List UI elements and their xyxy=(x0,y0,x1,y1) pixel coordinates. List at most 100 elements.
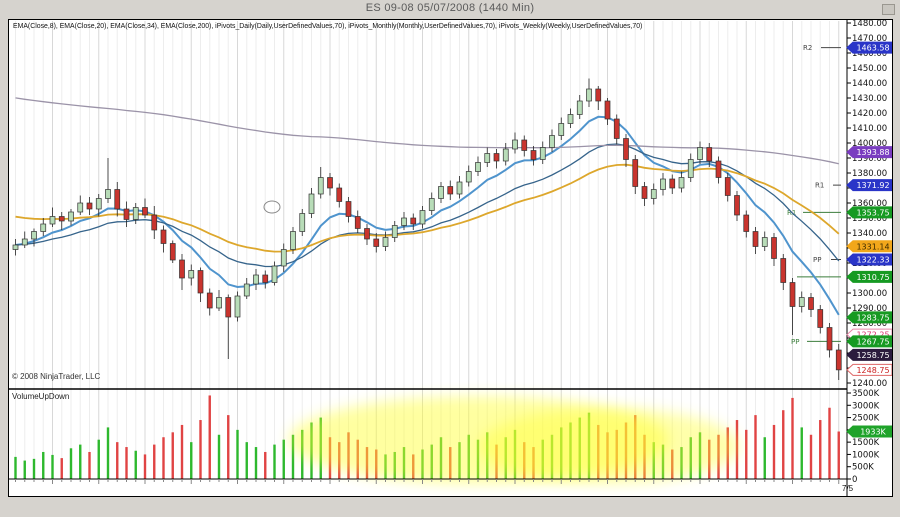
volume-bar xyxy=(264,451,267,479)
candle xyxy=(817,309,824,328)
candle xyxy=(225,297,232,318)
svg-text:1450.00: 1450.00 xyxy=(852,64,887,74)
candle xyxy=(391,225,398,238)
candle xyxy=(456,181,463,195)
candle xyxy=(132,207,139,220)
candle xyxy=(660,178,666,190)
price-badge: 1393.88 xyxy=(846,146,892,159)
volume-bar xyxy=(254,447,258,479)
candle xyxy=(216,297,222,309)
volume-badge: 1933K xyxy=(846,425,892,438)
volume-bar xyxy=(42,451,45,479)
candle xyxy=(715,160,722,178)
price-badge: 1322.33 xyxy=(846,253,892,266)
svg-text:1322.33: 1322.33 xyxy=(856,256,889,265)
candle xyxy=(401,217,407,226)
chart-frame: R2R1R1PPPP1480.001470.001460.001450.0014… xyxy=(8,19,893,497)
candle xyxy=(706,147,713,162)
window-control-icon[interactable] xyxy=(882,4,895,15)
candle xyxy=(724,177,731,196)
svg-text:1463.58: 1463.58 xyxy=(856,44,889,53)
svg-text:3000K: 3000K xyxy=(852,401,880,411)
volume-bar xyxy=(791,397,794,479)
candle xyxy=(151,214,158,231)
candle xyxy=(49,216,56,225)
volume-bar xyxy=(143,454,147,479)
volume-bar xyxy=(88,451,91,479)
candle xyxy=(687,159,694,178)
pivot-label-r2: R2 xyxy=(803,44,812,52)
volume-bar xyxy=(227,415,230,479)
candle xyxy=(271,265,278,283)
volume-bar xyxy=(23,460,26,479)
volume-bar xyxy=(171,432,174,479)
candle xyxy=(428,198,435,211)
svg-text:1000K: 1000K xyxy=(852,450,880,460)
svg-text:1353.75: 1353.75 xyxy=(856,208,889,217)
candle xyxy=(613,118,620,139)
candle xyxy=(512,139,518,150)
candle xyxy=(86,202,93,210)
svg-text:1400.00: 1400.00 xyxy=(852,139,887,149)
volume-bar xyxy=(291,434,295,479)
candle xyxy=(475,162,481,172)
candle xyxy=(142,207,148,216)
price-badge: 1371.92 xyxy=(846,179,892,192)
candle xyxy=(345,201,352,217)
svg-text:0: 0 xyxy=(852,475,857,485)
price-badge: 1331.14 xyxy=(846,240,892,253)
chart-canvas[interactable]: R2R1R1PPPP1480.001470.001460.001450.0014… xyxy=(9,20,892,496)
volume-bar xyxy=(162,437,165,479)
volume-bar xyxy=(116,442,119,479)
window-title: ES 09-08 05/07/2008 (1440 Min) xyxy=(365,2,535,14)
volume-bar xyxy=(134,450,137,479)
svg-text:1280.00: 1280.00 xyxy=(852,319,887,329)
volume-bar xyxy=(837,431,840,479)
date-axis[interactable] xyxy=(15,479,840,484)
volume-bar xyxy=(800,427,803,479)
last-price-badge: 1248.75 xyxy=(846,363,892,376)
volume-panel-label: VolumeUpDown xyxy=(12,392,70,401)
svg-text:1360.00: 1360.00 xyxy=(852,199,887,209)
candle xyxy=(789,282,796,307)
candle xyxy=(354,216,361,229)
pivot-label-pp: PP xyxy=(813,256,821,264)
candle xyxy=(40,223,47,232)
volume-bar xyxy=(745,429,748,479)
svg-text:1350.00: 1350.00 xyxy=(852,214,887,224)
candle xyxy=(586,88,592,102)
volume-bar xyxy=(190,442,193,479)
volume-bar xyxy=(819,420,822,479)
volume-bar xyxy=(273,444,276,479)
chart-plot-area[interactable] xyxy=(9,20,847,479)
annotation-circle xyxy=(263,200,281,214)
svg-text:1248.75: 1248.75 xyxy=(856,366,889,375)
candle xyxy=(771,237,777,259)
candle xyxy=(114,189,121,210)
volume-bar xyxy=(828,407,831,479)
candle xyxy=(382,237,389,247)
candle xyxy=(364,228,370,240)
candle xyxy=(447,186,454,195)
candle xyxy=(105,189,111,199)
candle xyxy=(493,153,500,162)
svg-text:1283.75: 1283.75 xyxy=(856,313,889,322)
candle xyxy=(650,189,657,199)
svg-text:1480.00: 1480.00 xyxy=(852,20,887,29)
volume-bar xyxy=(809,434,813,479)
volume-bar xyxy=(772,424,776,479)
candle xyxy=(595,88,602,102)
candle xyxy=(410,217,417,225)
svg-text:1267.75: 1267.75 xyxy=(856,337,889,346)
volume-bar xyxy=(32,458,36,479)
candle xyxy=(123,208,130,220)
candle xyxy=(327,177,333,189)
candle xyxy=(465,171,472,183)
candle xyxy=(243,283,250,297)
svg-text:1310.75: 1310.75 xyxy=(856,273,889,282)
svg-text:500K: 500K xyxy=(852,463,874,473)
volume-bar xyxy=(763,437,766,479)
candle xyxy=(780,258,787,283)
candle xyxy=(234,295,241,318)
